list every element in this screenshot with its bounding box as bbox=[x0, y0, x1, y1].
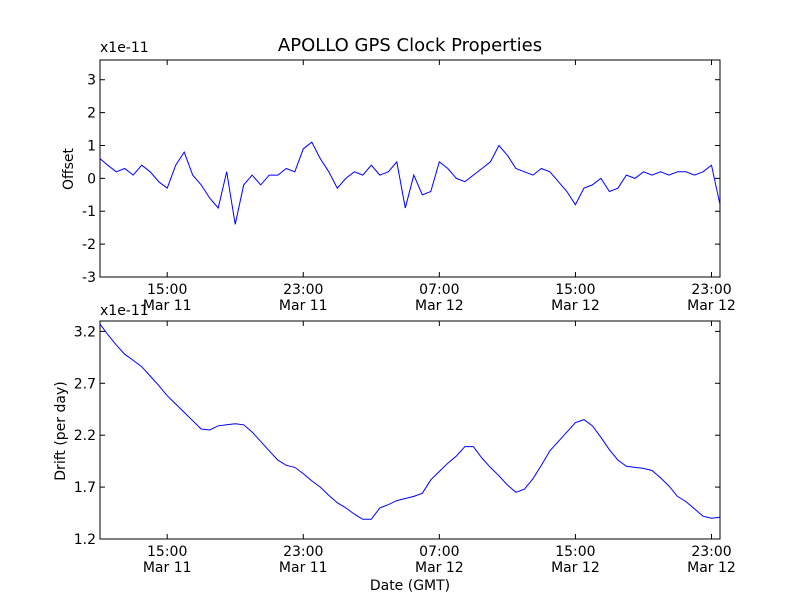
bottom-x-tick-label-time: 07:00 bbox=[419, 544, 459, 560]
top-x-tick-label-time: 15:00 bbox=[555, 282, 595, 298]
top-x-tick-label-date: Mar 12 bbox=[415, 298, 464, 314]
bottom-y-tick-label: 1.2 bbox=[74, 532, 96, 548]
bottom-y-tick-label: 2.2 bbox=[74, 428, 96, 444]
bottom-x-tick-label-date: Mar 12 bbox=[687, 560, 736, 576]
top-x-tick-label-date: Mar 11 bbox=[143, 298, 192, 314]
top-x-tick-label-date: Mar 12 bbox=[551, 298, 600, 314]
top-x-tick-label-date: Mar 11 bbox=[279, 298, 328, 314]
bottom-x-axis-label: Date (GMT) bbox=[370, 578, 450, 594]
top-x-tick-label-time: 23:00 bbox=[691, 282, 731, 298]
bottom-x-tick-label-date: Mar 12 bbox=[551, 560, 600, 576]
bottom-y-tick-label: 2.7 bbox=[74, 376, 96, 392]
top-y-scale-label: x1e-11 bbox=[100, 40, 149, 56]
bottom-y-tick-label: 3.2 bbox=[74, 324, 96, 340]
top-y-tick-label: -2 bbox=[82, 237, 96, 253]
bottom-x-tick-label-time: 15:00 bbox=[147, 544, 187, 560]
top-y-tick-label: 0 bbox=[87, 171, 96, 187]
bottom-x-tick-label-date: Mar 12 bbox=[415, 560, 464, 576]
top-y-tick-label: 1 bbox=[87, 138, 96, 154]
top-x-tick-label-time: 07:00 bbox=[419, 282, 459, 298]
bottom-x-tick-label-time: 23:00 bbox=[691, 544, 731, 560]
top-y-axis-label: Offset bbox=[61, 147, 77, 190]
chart-title: APOLLO GPS Clock Properties bbox=[278, 35, 542, 56]
top-y-tick-label: -1 bbox=[82, 204, 96, 220]
bottom-x-tick-label-date: Mar 11 bbox=[143, 560, 192, 576]
top-y-tick-label: -3 bbox=[82, 270, 96, 286]
top-y-tick-label: 2 bbox=[87, 106, 96, 122]
bottom-y-tick-label: 1.7 bbox=[74, 480, 96, 496]
bottom-y-axis-label: Drift (per day) bbox=[53, 381, 69, 480]
top-x-tick-label-time: 23:00 bbox=[283, 282, 323, 298]
bottom-x-tick-label-time: 15:00 bbox=[555, 544, 595, 560]
offset-series-line bbox=[99, 141, 721, 225]
bottom-x-tick-label-time: 23:00 bbox=[283, 544, 323, 560]
top-plot-frame bbox=[99, 59, 721, 278]
drift-series-line bbox=[99, 323, 721, 520]
bottom-plot-frame bbox=[99, 320, 721, 540]
bottom-x-tick-label-date: Mar 11 bbox=[279, 560, 328, 576]
top-x-tick-label-date: Mar 12 bbox=[687, 298, 736, 314]
top-x-tick-label-time: 15:00 bbox=[147, 282, 187, 298]
bottom-y-scale-label: x1e-11 bbox=[100, 303, 149, 319]
top-y-tick-label: 3 bbox=[87, 73, 96, 89]
